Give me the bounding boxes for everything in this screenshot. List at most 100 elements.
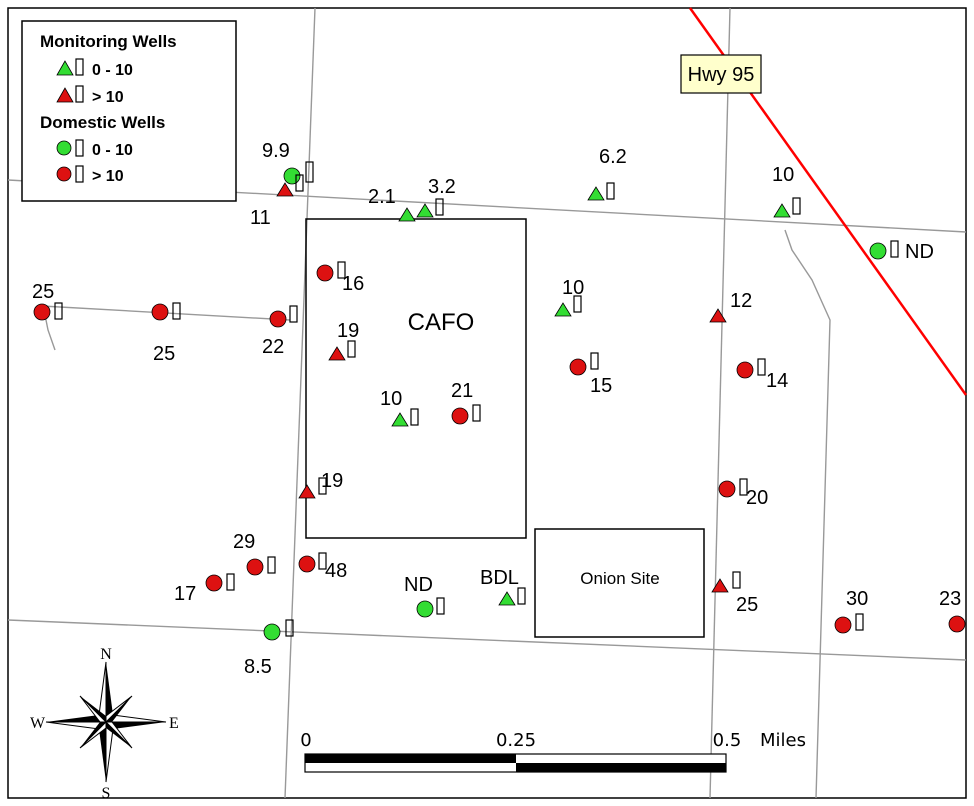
compass-south: S: [102, 785, 111, 802]
monitoring-well-value: BDL: [480, 567, 519, 589]
domestic-well[interactable]: 15: [569, 352, 612, 397]
domestic-well-value: 23: [939, 588, 961, 610]
compass-rose: N S E W: [30, 646, 179, 802]
legend-monitoring-low-symbol: [56, 60, 74, 76]
domestic-well-symbol: [283, 167, 301, 185]
monitoring-well[interactable]: 2.1: [368, 186, 416, 222]
monitoring-well-value: 3.2: [428, 176, 456, 198]
legend: Monitoring Wells 0 - 10 > 10 Domestic We…: [21, 20, 237, 202]
monitoring-well-symbol: [398, 207, 416, 222]
well-box-glyph: [172, 302, 181, 320]
domestic-well-symbol: [269, 310, 287, 328]
domestic-well[interactable]: 48: [298, 552, 347, 582]
compass-star-icon: [45, 661, 167, 783]
domestic-well[interactable]: ND: [404, 574, 445, 618]
compass-west: W: [30, 715, 46, 732]
monitoring-well-symbol: [391, 412, 409, 427]
monitoring-well-symbol: [587, 186, 605, 201]
monitoring-well-symbol: [328, 346, 346, 361]
domestic-well-symbol: [316, 264, 334, 282]
monitoring-well[interactable]: 10: [380, 388, 419, 427]
domestic-well-symbol: [569, 358, 587, 376]
monitoring-well[interactable]: 25: [711, 571, 758, 616]
well-box-glyph: [337, 261, 346, 279]
monitoring-well[interactable]: 12: [709, 290, 752, 323]
well-box-glyph: [436, 597, 445, 615]
domestic-well[interactable]: 9.9: [262, 140, 314, 192]
domestic-well[interactable]: 25: [151, 302, 181, 365]
domestic-well[interactable]: 29: [233, 531, 276, 576]
domestic-well[interactable]: 21: [451, 380, 481, 425]
well-box-glyph: [295, 174, 304, 192]
domestic-well[interactable]: 17: [174, 573, 235, 605]
domestic-well-value: 17: [174, 583, 196, 605]
domestic-well-value: 16: [342, 273, 364, 295]
well-box-glyph: [285, 619, 294, 637]
well-box-glyph: [54, 302, 63, 320]
road-west: [284, 7, 316, 799]
compass-east: E: [169, 715, 179, 732]
domestic-well-value: 20: [746, 487, 768, 509]
domestic-well-symbol: [151, 303, 169, 321]
domestic-well[interactable]: 14: [736, 358, 788, 392]
highway-label-box: [680, 54, 762, 94]
legend-domestic-high-symbol: [56, 166, 72, 182]
monitoring-well-value: 19: [337, 320, 359, 342]
well-box-glyph: [606, 182, 615, 200]
monitoring-well-value: 10: [380, 388, 402, 410]
domestic-well-symbol: [298, 555, 316, 573]
well-box-glyph: [517, 587, 526, 605]
scale-bar-segment: [516, 763, 726, 772]
legend-box-glyph: [75, 165, 84, 183]
domestic-well-value: 48: [325, 560, 347, 582]
monitoring-well-symbol: [773, 203, 791, 218]
well-box-glyph: [739, 478, 748, 496]
domestic-well[interactable]: 20: [718, 478, 768, 509]
domestic-well[interactable]: 23: [939, 588, 966, 633]
monitoring-well-value: 11: [250, 207, 271, 229]
cafo-boundary: [305, 218, 527, 539]
monitoring-well-symbol: [276, 182, 294, 197]
domestic-well-symbol: [718, 480, 736, 498]
domestic-well[interactable]: 30: [834, 588, 868, 634]
domestic-well-symbol: [33, 303, 51, 321]
well-box-glyph: [267, 556, 276, 574]
domestic-well[interactable]: 22: [262, 305, 298, 358]
road-east: [784, 229, 831, 799]
domestic-well-symbol: [263, 623, 281, 641]
well-box-glyph: [226, 573, 235, 591]
monitoring-well[interactable]: 11: [250, 182, 294, 229]
domestic-well[interactable]: 8.5: [244, 619, 294, 678]
well-box-glyph: [318, 477, 327, 495]
domestic-well-value: 29: [233, 531, 255, 553]
domestic-well-symbol: [736, 361, 754, 379]
legend-box-glyph: [75, 58, 84, 76]
domestic-well[interactable]: ND: [869, 240, 934, 263]
monitoring-well-symbol: [416, 203, 434, 218]
onion-site-label: Onion Site: [580, 569, 659, 588]
monitoring-well-symbol: [498, 591, 516, 606]
monitoring-well[interactable]: 19: [298, 470, 343, 499]
monitoring-well[interactable]: 10: [554, 277, 584, 317]
legend-domestic-low-symbol: [56, 140, 72, 156]
highway-label: Hwy 95: [680, 54, 762, 94]
well-box-glyph: [855, 613, 864, 631]
monitoring-well[interactable]: BDL: [480, 567, 526, 606]
monitoring-well-symbol: [709, 308, 727, 323]
domestic-well-symbol: [205, 574, 223, 592]
domestic-well-value: ND: [404, 574, 433, 596]
monitoring-well[interactable]: 19: [328, 320, 359, 361]
well-box-glyph: [318, 552, 327, 570]
domestic-well[interactable]: 25: [32, 281, 63, 321]
domestic-well-value: 15: [590, 375, 612, 397]
cafo-label: CAFO: [408, 309, 475, 336]
domestic-well-symbol: [869, 242, 887, 260]
monitoring-well[interactable]: 10: [772, 164, 801, 218]
monitoring-well[interactable]: 6.2: [587, 146, 627, 201]
monitoring-well[interactable]: 3.2: [416, 176, 456, 218]
domestic-well-symbol: [246, 558, 264, 576]
well-box-glyph: [472, 404, 481, 422]
domestic-well-value: 25: [153, 343, 175, 365]
domestic-well[interactable]: 16: [316, 261, 364, 295]
